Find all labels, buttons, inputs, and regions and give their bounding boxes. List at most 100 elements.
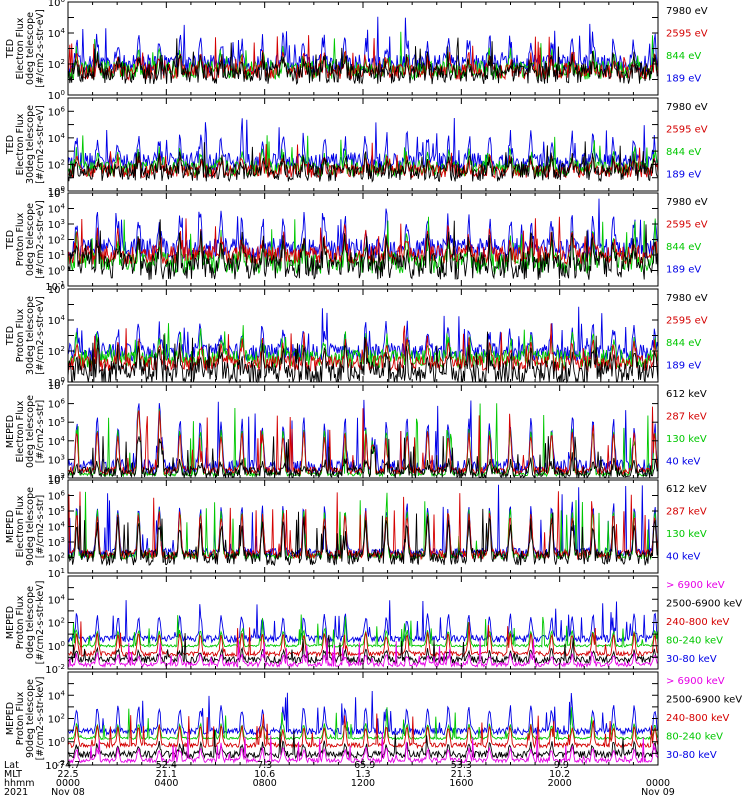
- x-tick-hhmm: 0000: [646, 778, 670, 789]
- y-axis-label: TED: [5, 326, 16, 346]
- y-tick-label: 101: [48, 567, 65, 580]
- y-axis-label: MEPED: [5, 510, 16, 543]
- legend-entry: 2595 eV: [666, 125, 708, 136]
- y-tick-label: 104: [48, 593, 66, 606]
- x-tick-mlt: 10.6: [254, 769, 275, 780]
- trace-3-2: [67, 216, 659, 266]
- y-axis-label: Proton Flux: [15, 308, 26, 362]
- y-tick-label: 104: [48, 689, 66, 702]
- y-axis-label: TED: [5, 230, 16, 250]
- x-row-label: Lat: [4, 760, 19, 771]
- x-tick-mlt: 1.3: [355, 769, 370, 780]
- y-tick-label: 104: [48, 521, 66, 534]
- legend-entry: 130 keV: [666, 434, 707, 445]
- trace-1-3: [67, 31, 659, 81]
- legend-entry: 844 eV: [666, 147, 701, 158]
- y-axis-label: Proton Flux: [15, 595, 26, 649]
- y-axis-label: MEPED: [5, 415, 16, 448]
- panel-1: 100 102 104 106 TED Electron Flux 0deg telesco…: [5, 0, 708, 102]
- y-tick-label: 103: [48, 218, 65, 231]
- legend-entry: 130 keV: [666, 529, 707, 540]
- y-tick-label: 106: [48, 490, 66, 503]
- legend-entry: 844 eV: [666, 242, 701, 253]
- y-axis-label: 90deg telescope: [25, 679, 36, 758]
- legend-entry: 844 eV: [666, 51, 701, 62]
- y-axis-label: Proton Flux: [15, 691, 26, 745]
- panel-frame: [67, 575, 659, 670]
- y-axis-label: [#/cm2-s-str-keV]: [35, 677, 46, 761]
- x-tick-hhmm: 1600: [449, 778, 473, 789]
- y-axis-label: Proton Flux: [15, 212, 26, 266]
- y-axis-label: [#/cm2-s-str-eV]: [35, 296, 46, 375]
- trace-6-1: [67, 505, 659, 567]
- y-tick-label: 105: [48, 187, 65, 200]
- y-tick-label: 102: [48, 234, 65, 247]
- y-axis-label: 0deg telescope: [25, 586, 36, 659]
- legend-entry: 240-800 keV: [666, 713, 730, 724]
- x-tick-hhmm: 1200: [351, 778, 375, 789]
- legend-entry: 844 eV: [666, 338, 701, 349]
- legend-entry: 2595 eV: [666, 220, 708, 231]
- y-tick-label: 10-2: [45, 759, 65, 772]
- y-tick-label: 100: [48, 376, 65, 389]
- y-tick-label: 10-1: [45, 280, 65, 293]
- panel-6: 101 102 103 104 105 106 107 MEPED Electron Flux 9…: [5, 474, 707, 580]
- trace-4-3: [67, 323, 659, 369]
- panel-4: 100 102 104 106 TED Proton Flux 30deg telescop…: [5, 283, 708, 389]
- y-tick-label: 10-2: [45, 663, 65, 676]
- y-axis-label: [#/cm2-s-str]: [35, 495, 46, 558]
- x-tick-lat: 7.3: [257, 760, 272, 771]
- y-tick-label: 100: [48, 185, 65, 198]
- y-tick-label: 100: [48, 89, 65, 102]
- legend-entry: 287 keV: [666, 412, 707, 423]
- y-axis-label: Electron Flux: [15, 495, 26, 557]
- trace-7-2: [67, 633, 659, 665]
- legend-entry: 189 eV: [666, 265, 701, 276]
- y-tick-label: 104: [48, 435, 66, 448]
- x-tick-mlt: 22.5: [57, 769, 78, 780]
- legend-entry: 240-800 keV: [666, 617, 730, 628]
- y-axis-label: 90deg telescope: [25, 487, 36, 566]
- y-axis-label: [#/cm2-s-str-eV]: [35, 9, 46, 88]
- y-tick-label: 106: [48, 283, 66, 296]
- y-tick-label: 102: [48, 158, 65, 171]
- y-tick-label: 107: [48, 474, 65, 487]
- y-tick-label: 103: [48, 536, 65, 549]
- x-tick-lat: -74.7: [56, 760, 81, 771]
- panel-8: 10-2 100 102 104 MEPED Proton Flux 90deg teles…: [5, 671, 742, 772]
- y-tick-label: 104: [48, 27, 66, 40]
- panel-5: 102 103 104 105 106 107 MEPED Electron Flux 0deg…: [5, 379, 707, 485]
- x-row-label: hhmm: [4, 778, 35, 789]
- y-tick-label: 104: [48, 203, 66, 216]
- legend-entry: 189 eV: [666, 74, 701, 85]
- trace-2-4: [67, 117, 659, 172]
- y-axis-label: 0deg telescope: [25, 12, 36, 85]
- legend-entry: 189 eV: [666, 170, 701, 181]
- y-tick-label: 102: [48, 472, 65, 485]
- panel-2: 100 102 104 106 TED Electron Flux 30deg telesc…: [5, 97, 708, 198]
- x-tick-hhmm: 0400: [154, 778, 178, 789]
- legend-entry: 612 keV: [666, 484, 707, 495]
- y-tick-label: 100: [48, 265, 65, 278]
- y-tick-label: 102: [48, 552, 65, 565]
- trace-8-3: [67, 713, 659, 750]
- legend-entry: > 6900 keV: [666, 676, 725, 687]
- y-tick-label: 106: [48, 398, 66, 411]
- legend-entry: 189 eV: [666, 361, 701, 372]
- x-tick-mlt: 21.3: [451, 769, 472, 780]
- legend-entry: 7980 eV: [666, 102, 708, 113]
- y-axis-label: MEPED: [5, 606, 16, 639]
- trace-1-1: [67, 37, 659, 85]
- trace-2-1: [67, 141, 659, 183]
- y-tick-label: 104: [48, 132, 66, 145]
- y-axis-label: Electron Flux: [15, 113, 26, 175]
- legend-entry: 7980 eV: [666, 293, 708, 304]
- panel-frame: [67, 1, 659, 96]
- legend-entry: 7980 eV: [666, 197, 708, 208]
- trace-7-3: [67, 621, 659, 658]
- y-tick-label: 102: [48, 713, 65, 726]
- y-axis-label: [#/cm2-s-str]: [35, 400, 46, 463]
- y-axis-label: MEPED: [5, 702, 16, 735]
- y-tick-label: 106: [48, 0, 66, 9]
